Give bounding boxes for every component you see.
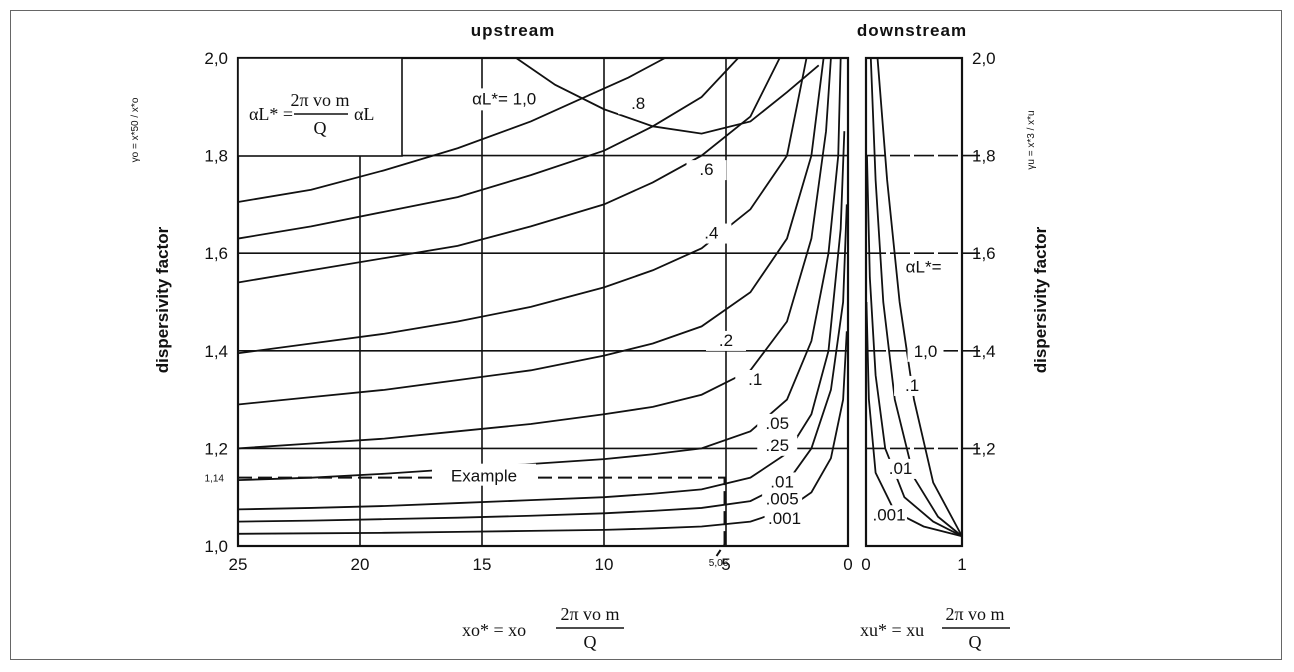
x-formula-left-denominator: Q bbox=[584, 632, 597, 652]
example-label-bg bbox=[432, 463, 536, 486]
downstream-y-tick-label: 1,6 bbox=[972, 244, 996, 263]
upstream-curve-label: .25 bbox=[765, 436, 789, 455]
gamma-symbol-left: γo = x*50 / x*o bbox=[130, 97, 141, 162]
upstream-curve bbox=[237, 131, 846, 511]
curve-label-bg bbox=[907, 341, 944, 362]
upstream-x-tick-label: 15 bbox=[473, 555, 492, 574]
downstream-curve-label: 1,0 bbox=[914, 342, 938, 361]
downstream-curve bbox=[876, 57, 963, 537]
upstream-x-tick-label: 5 bbox=[721, 555, 730, 574]
box-formula-tail: αL bbox=[354, 104, 374, 124]
curve-label-bg bbox=[871, 505, 908, 526]
upstream-curve-label: .01 bbox=[770, 472, 794, 491]
downstream-y-tick-label: 2,0 bbox=[972, 49, 996, 68]
curve-label-bg bbox=[686, 160, 727, 181]
curve-label-bg bbox=[894, 375, 931, 396]
y-axis-label-right: dispersivity factor bbox=[1031, 226, 1050, 373]
upstream-curve bbox=[237, 57, 781, 284]
example-label: Example bbox=[451, 467, 517, 486]
upstream-plot-frame bbox=[236, 56, 850, 548]
downstream-curve bbox=[869, 57, 963, 537]
downstream-x-tick-label: 0 bbox=[861, 555, 870, 574]
upstream-y-tick-label: 1,2 bbox=[204, 439, 228, 458]
formula-box: αL* = 2π vo m Q αL bbox=[237, 57, 403, 157]
upstream-curve bbox=[237, 57, 832, 450]
upstream-curve-label: .05 bbox=[765, 414, 789, 433]
downstream-title: downstream bbox=[857, 21, 967, 40]
downstream-y-tick-label: 1,4 bbox=[972, 342, 996, 361]
curve-label-bg bbox=[762, 472, 803, 493]
upstream-curve-label: .1 bbox=[748, 370, 762, 389]
upstream-y-tick-label: 1,0 bbox=[204, 537, 228, 556]
downstream-x-tick-label: 1 bbox=[957, 555, 966, 574]
downstream-alpha-label: αL*= bbox=[906, 258, 942, 277]
curve-label-bg bbox=[757, 413, 798, 434]
downstream-y-tick-label: 1,8 bbox=[972, 147, 996, 166]
upstream-y-tick-label: 1,4 bbox=[204, 342, 228, 361]
upstream-curve-label: .4 bbox=[704, 224, 718, 243]
downstream-curve bbox=[865, 301, 963, 538]
upstream-curve bbox=[237, 57, 842, 482]
x-formula-left-numerator: 2π vo m bbox=[560, 604, 619, 624]
upstream-curve bbox=[237, 57, 739, 240]
grid-layer bbox=[236, 56, 980, 548]
upstream-curve bbox=[237, 57, 666, 203]
chart-frame bbox=[10, 10, 1282, 660]
upstream-x-tick-label: 25 bbox=[229, 555, 248, 574]
downstream-curve bbox=[866, 155, 963, 538]
upstream-y-tick-label: 1,6 bbox=[204, 244, 228, 263]
downstream-plot-frame bbox=[864, 56, 964, 548]
x-formula-right-lhs: xu* = xu bbox=[860, 620, 924, 640]
upstream-curve-label-top: αL*= 1,0 bbox=[472, 89, 536, 108]
curve-label-bg bbox=[706, 330, 746, 351]
special-x-tick-label: 5,06 bbox=[709, 558, 729, 569]
tick-layer: 25 20 15 10 5 01,01,21,41,61,82,01,21,41,61,8… bbox=[204, 49, 995, 574]
curve-label-bg bbox=[735, 369, 776, 390]
x-formula-right-numerator: 2π vo m bbox=[945, 604, 1004, 624]
upstream-curve-label: .001 bbox=[768, 509, 801, 528]
x-formula-right-denominator: Q bbox=[969, 632, 982, 652]
upstream-curve bbox=[237, 57, 808, 355]
box-formula-denominator: Q bbox=[314, 118, 327, 138]
upstream-curve-label: .005 bbox=[766, 490, 799, 509]
upstream-title: upstream bbox=[471, 21, 556, 40]
upstream-curve bbox=[515, 57, 820, 135]
upstream-y-tick-label: 1,8 bbox=[204, 147, 228, 166]
downstream-curve-label: .01 bbox=[889, 459, 913, 478]
x-formula-left-lhs: xo* = xo bbox=[462, 620, 526, 640]
curve-label-bg bbox=[757, 435, 798, 456]
upstream-curve bbox=[237, 57, 825, 406]
gamma-symbol-right: γu = x*3 / x*u bbox=[1026, 110, 1037, 169]
upstream-curve-label: .8 bbox=[631, 94, 645, 113]
special-y-tick-label: 1,14 bbox=[205, 474, 225, 485]
curve-label-bg bbox=[762, 489, 803, 510]
box-formula-numerator: 2π vo m bbox=[290, 90, 349, 110]
x-formula-left: xo* = xo 2π vo m Q bbox=[462, 604, 624, 652]
upstream-x-tick-label: 20 bbox=[351, 555, 370, 574]
downstream-curve-label: .001 bbox=[872, 505, 905, 524]
upstream-curve bbox=[237, 204, 848, 523]
curve-label-bg bbox=[882, 458, 919, 479]
curve-label-bg bbox=[460, 88, 547, 111]
x-formula-right: xu* = xu 2π vo m Q bbox=[860, 604, 1010, 652]
downstream-y-tick-label: 1,2 bbox=[972, 439, 996, 458]
curve-label-bg bbox=[764, 509, 805, 530]
upstream-x-tick-label: 10 bbox=[595, 555, 614, 574]
curve-layer bbox=[237, 57, 963, 557]
upstream-x-tick-label: 0 bbox=[843, 555, 852, 574]
upstream-curve-label: .6 bbox=[699, 160, 713, 179]
downstream-curve-label: .1 bbox=[905, 376, 919, 395]
curve-label-bg bbox=[618, 94, 659, 115]
upstream-curve bbox=[237, 331, 848, 535]
box-formula-lhs: αL* = bbox=[249, 104, 293, 124]
upstream-curve-label: .2 bbox=[719, 331, 733, 350]
y-axis-label-left: dispersivity factor bbox=[153, 226, 172, 373]
curve-label-bg bbox=[691, 223, 732, 244]
upstream-y-tick-label: 2,0 bbox=[204, 49, 228, 68]
